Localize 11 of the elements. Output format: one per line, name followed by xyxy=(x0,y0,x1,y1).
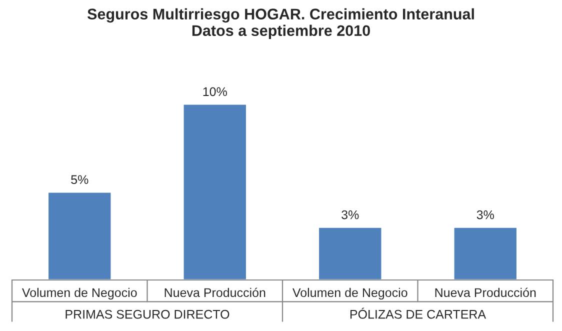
x-tick-label: Nueva Producción xyxy=(164,288,266,298)
data-label: 3% xyxy=(342,210,359,220)
x-tick-label: Nueva Producción xyxy=(435,288,536,298)
data-label: 3% xyxy=(476,210,494,220)
x-tick-label: Volumen de Negocio xyxy=(22,288,137,300)
text: PÓLIZAS DE CARTERA xyxy=(350,308,486,319)
chart-title: Seguros Multirriesgo HOGAR. Crecimiento Interanual Datos a septiembre 2010 xyxy=(87,8,474,40)
data-label: 5% xyxy=(71,175,88,184)
x-tick-label: Volumen de Negocio xyxy=(292,288,408,300)
text: PRIMAS SEGURO DIRECTO xyxy=(66,310,230,319)
data-label: 10% xyxy=(203,87,227,96)
